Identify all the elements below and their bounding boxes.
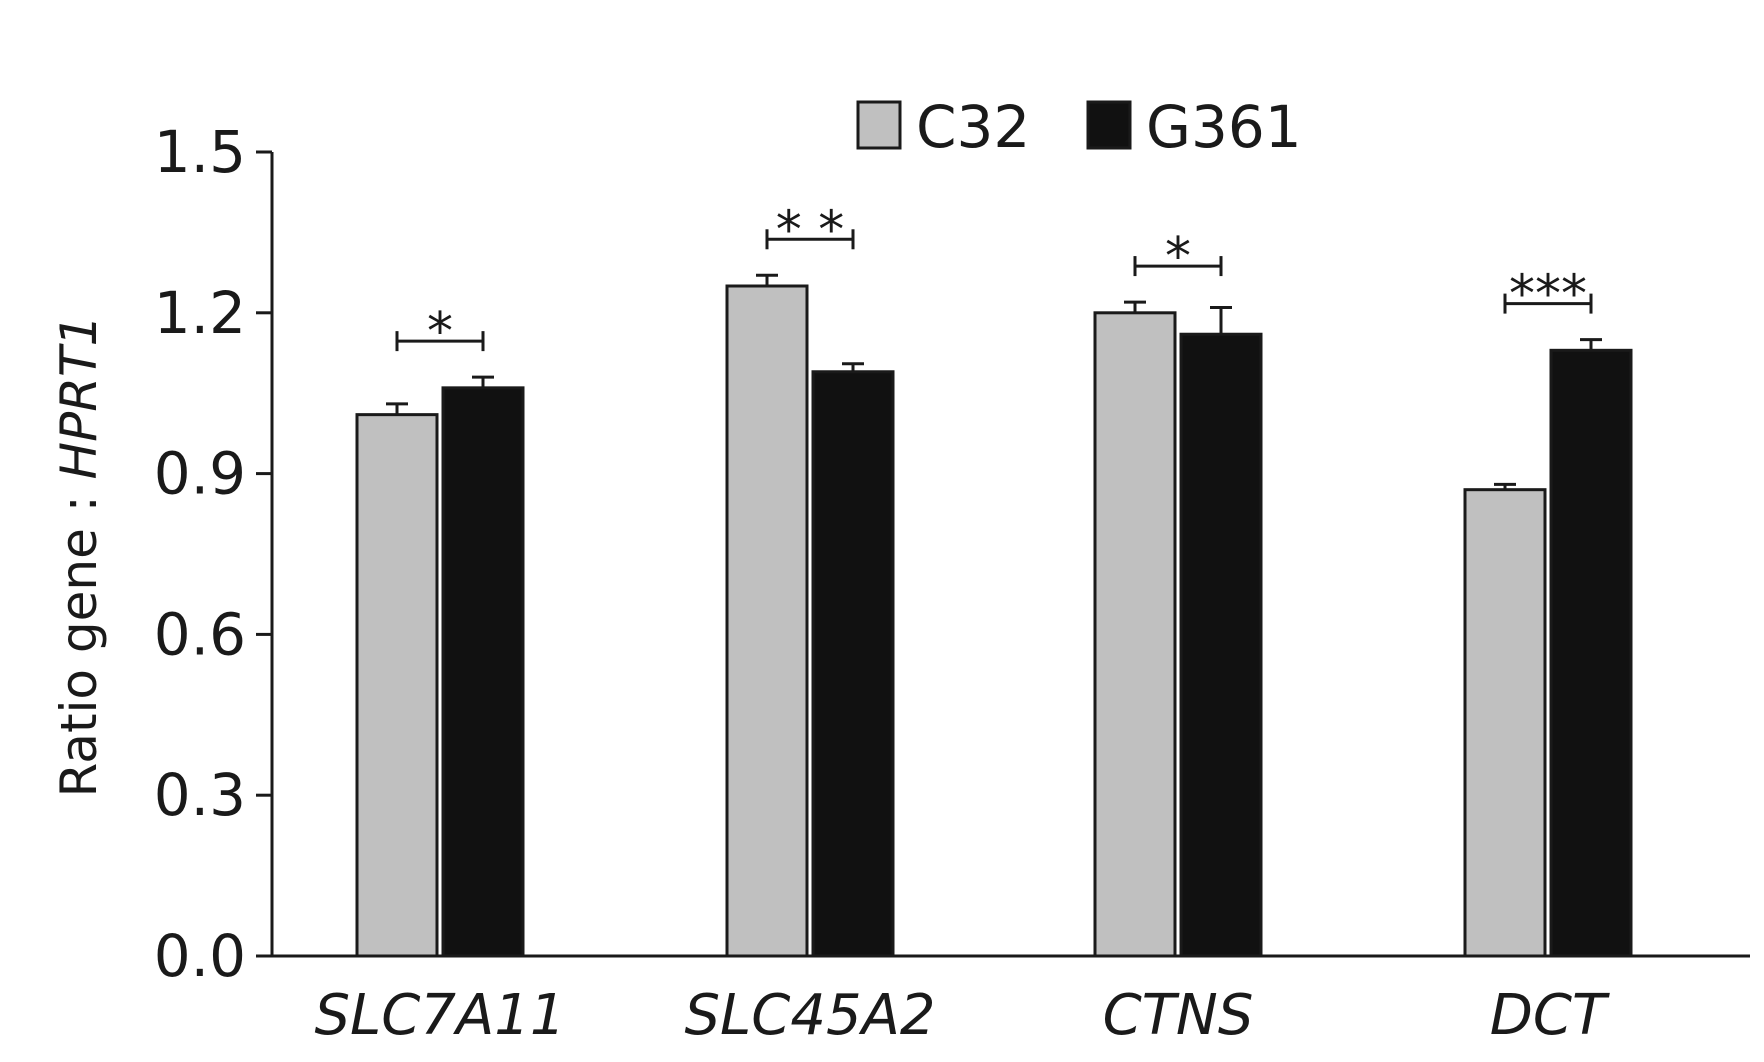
- legend-swatch-c32: [856, 100, 902, 150]
- bar-c32-ctns: [1093, 311, 1177, 958]
- bar-c32-dct: [1463, 488, 1547, 958]
- legend: C32 G361: [856, 93, 1302, 161]
- bar-c32-slc45a2: [725, 284, 809, 958]
- bar-c32-slc7a11: [355, 413, 439, 958]
- x-category-label: SLC7A11: [314, 983, 565, 1048]
- legend-label-g361: G361: [1146, 93, 1302, 161]
- significance-label: *: [1165, 227, 1191, 287]
- y-axis-label: Ratio gene : HPRT1: [50, 315, 108, 798]
- y-tick-label: 0.6: [154, 600, 246, 668]
- significance-markers: ** * ****: [395, 200, 1593, 362]
- x-axis: SLC7A11 SLC45A2 CTNS DCT: [272, 954, 1750, 1048]
- x-category-label: SLC45A2: [684, 983, 935, 1048]
- y-tick-label: 1.5: [154, 118, 246, 186]
- x-category-label: DCT: [1490, 983, 1610, 1048]
- bar-g361-ctns: [1179, 332, 1263, 958]
- bar-g361-slc7a11: [441, 386, 525, 958]
- legend-swatch-g361: [1086, 100, 1132, 150]
- significance-label: ***: [1509, 265, 1587, 325]
- y-tick-label: 1.2: [154, 279, 246, 347]
- significance-label: *: [427, 302, 453, 362]
- y-tick-label: 0.0: [154, 922, 246, 990]
- x-category-label: CTNS: [1103, 983, 1254, 1048]
- significance-label: * *: [776, 200, 845, 260]
- legend-label-c32: C32: [916, 93, 1030, 161]
- y-tick-label: 0.3: [154, 761, 246, 829]
- y-axis: 0.0 0.3 0.6 0.9 1.2 1.5: [154, 118, 274, 990]
- bars: [355, 273, 1633, 958]
- y-tick-label: 0.9: [154, 440, 246, 508]
- bar-g361-slc45a2: [811, 370, 895, 958]
- bar-g361-dct: [1549, 348, 1633, 958]
